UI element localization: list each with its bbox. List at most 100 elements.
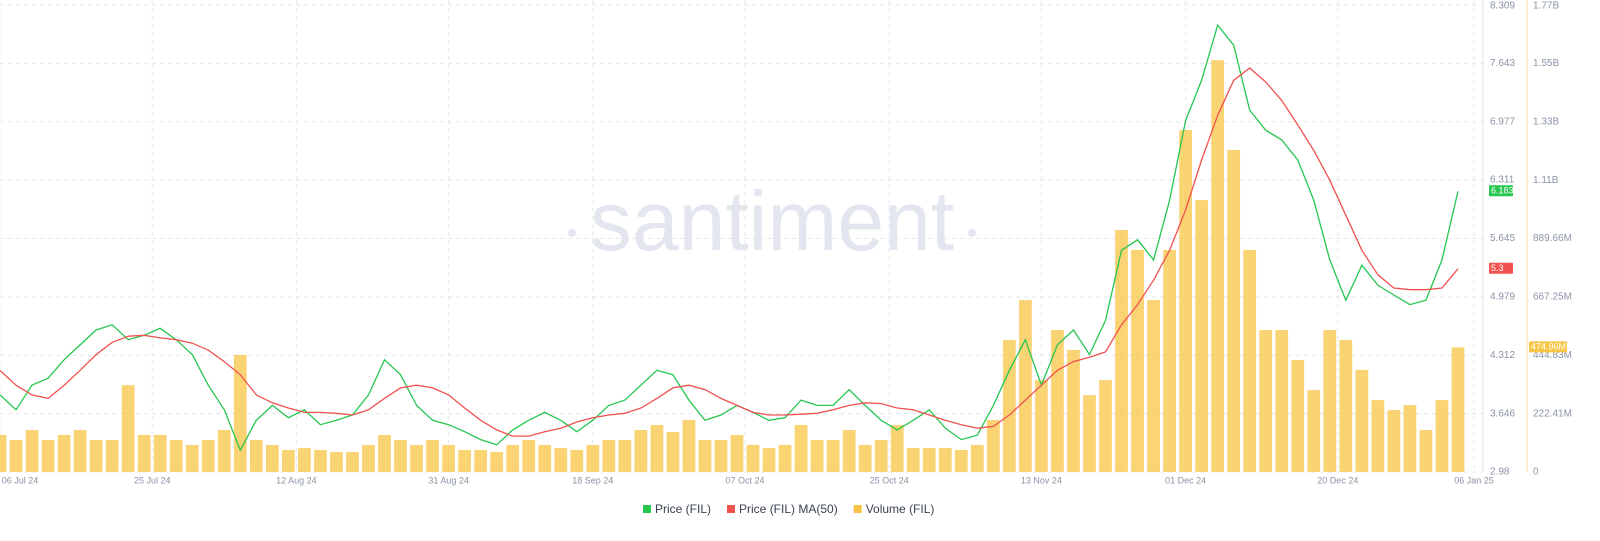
y-tick-label: 6.311 — [1490, 175, 1515, 186]
volume-bar — [618, 439, 632, 472]
volume-bar — [938, 448, 952, 472]
volume-bar — [1067, 349, 1080, 472]
volume-bar — [458, 449, 472, 472]
volume-bar — [89, 439, 103, 472]
volume-bar — [1339, 339, 1353, 472]
volume-bar — [57, 434, 71, 472]
volume-bar — [1147, 300, 1160, 472]
y-tick-label: 2.98 — [1490, 467, 1510, 478]
price-line — [0, 23, 1459, 452]
volume-bar — [153, 434, 167, 472]
volume-bar — [970, 444, 984, 472]
legend-label: Price (FIL) — [655, 502, 711, 516]
watermark-text: santiment — [590, 174, 954, 268]
volume-bar — [217, 430, 231, 472]
volume-bar — [410, 444, 423, 472]
y-tick-label: 4.312 — [1490, 350, 1515, 361]
volume-bar — [906, 448, 920, 472]
y2-tick-label: 1.33B — [1533, 116, 1559, 127]
y-tick-label: 7.643 — [1490, 58, 1515, 69]
badge-bg — [1529, 341, 1567, 353]
volume-bar — [1099, 380, 1112, 472]
volume-bar — [746, 444, 760, 472]
volume-bar — [954, 449, 968, 472]
x-tick-label: 12 Aug 24 — [276, 475, 317, 485]
volume-bar — [1355, 369, 1369, 472]
volume-bar — [346, 452, 359, 472]
volume-bar — [586, 444, 600, 472]
legend-swatch — [853, 505, 862, 513]
volume-bar — [714, 439, 728, 472]
volume-bar — [1243, 249, 1257, 472]
legend: Price (FIL) Price (FIL) MA(50) Volume (FIL… — [643, 502, 934, 516]
volume-bar — [1163, 249, 1176, 472]
legend-swatch — [727, 505, 736, 513]
volume-bar — [1179, 130, 1192, 472]
volume-bar — [602, 439, 616, 472]
plot — [0, 23, 1465, 473]
volume-bar — [1419, 430, 1433, 472]
volume-bar — [1291, 359, 1305, 472]
x-tick-label: 31 Aug 24 — [428, 475, 469, 485]
y2-tick-label: 444.83M — [1533, 350, 1572, 361]
volume-bar — [9, 439, 23, 472]
x-tick-label: 01 Dec 24 — [1165, 475, 1206, 485]
x-tick-label: 07 Oct 24 — [726, 475, 765, 485]
volume-bar — [265, 444, 279, 472]
x-tick-label: 20 Dec 24 — [1317, 475, 1358, 485]
volume-bar — [426, 439, 439, 472]
volume-bar — [25, 430, 39, 472]
volume-bar — [1035, 380, 1048, 472]
volume-bar — [0, 434, 7, 472]
volume-bar — [442, 444, 455, 472]
legend-label: Volume (FIL) — [866, 502, 935, 516]
volume-bar — [826, 439, 840, 472]
badge-label: 474.96M — [1531, 342, 1566, 352]
volume-bar — [394, 439, 407, 472]
volume-bar — [1275, 330, 1289, 472]
volume-bar — [1051, 330, 1064, 472]
volume-bar — [810, 439, 824, 472]
volume-bar — [522, 439, 536, 472]
badge-bg — [1489, 262, 1513, 274]
volume-bar — [1371, 400, 1385, 472]
volume-bar — [1387, 410, 1401, 472]
volume-bar — [233, 354, 247, 472]
volume-bar — [1307, 390, 1321, 472]
volume-bar — [1403, 405, 1417, 472]
volume-bar — [730, 434, 744, 472]
y2-tick-label: 1.77B — [1533, 1, 1559, 12]
volume-bar — [330, 452, 343, 472]
volume-bar — [314, 449, 327, 472]
volume-bar — [1451, 347, 1465, 472]
value-badge: 5.3 — [1489, 262, 1513, 274]
volume-bar — [474, 449, 488, 472]
volume-bar — [634, 430, 648, 472]
x-tick-label: 06 Jan 25 — [1454, 475, 1494, 485]
y2-tick-label: 1.11B — [1533, 175, 1559, 186]
volume-bar — [890, 425, 904, 472]
volume-bar — [1003, 339, 1016, 472]
volume-bars — [0, 60, 1465, 473]
volume-bar — [538, 444, 552, 472]
volume-bar — [362, 444, 375, 472]
volume-bar — [298, 448, 311, 472]
value-badge: 6.183 — [1489, 185, 1514, 197]
volume-bar — [570, 449, 584, 472]
volume-bar — [490, 452, 504, 472]
y2-tick-label: 222.41M — [1533, 408, 1572, 419]
volume-bar — [169, 439, 183, 472]
volume-bar — [794, 425, 808, 472]
watermark: santiment — [568, 174, 976, 268]
x-tick-label: 13 Nov 24 — [1021, 475, 1062, 485]
legend-label: Price (FIL) MA(50) — [739, 502, 838, 516]
x-tick-label: 18 Sep 24 — [572, 475, 613, 485]
volume-bar — [185, 444, 199, 472]
volume-bar — [698, 439, 712, 472]
volume-bar — [1227, 149, 1241, 473]
volume-bar — [1259, 330, 1273, 472]
volume-bar — [1115, 230, 1128, 472]
x-tick-label: 25 Jul 24 — [134, 475, 171, 485]
y2-tick-label: 1.55B — [1533, 58, 1559, 69]
